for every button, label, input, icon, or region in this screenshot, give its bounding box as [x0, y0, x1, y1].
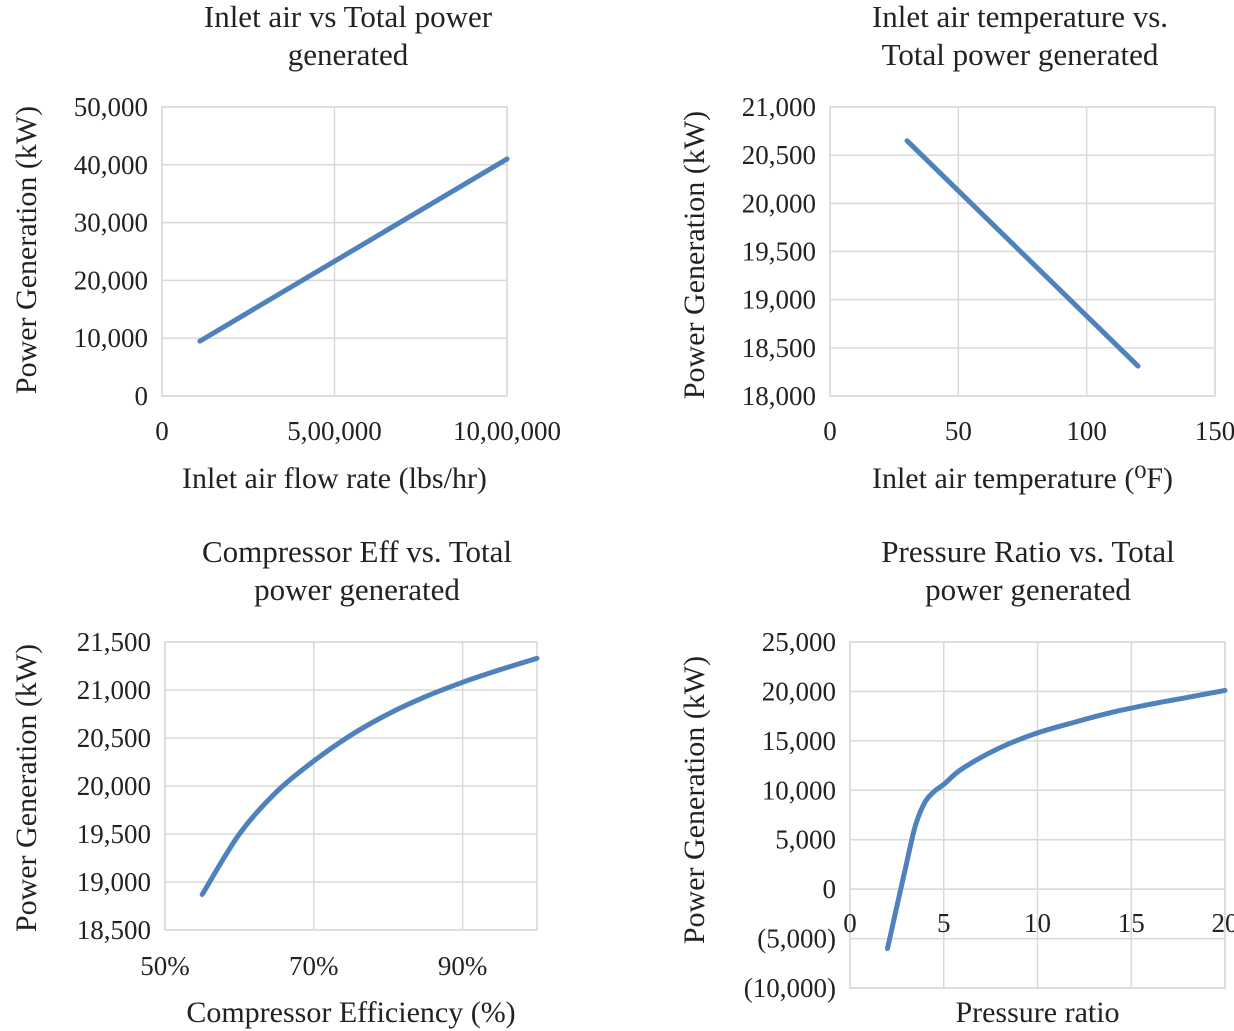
x-tick-label: 70% [289, 951, 339, 981]
chart-inlet-air-flow: 0 10,000 20,000 30,000 40,000 50,000 0 5,00,000… [10, 0, 561, 495]
series-line [197, 156, 510, 344]
chart-title: Inlet air temperature vs. [872, 0, 1168, 34]
x-tick-label: 20 [1212, 908, 1234, 938]
chart-title: power generated [925, 572, 1131, 607]
y-tick-label: 20,000 [762, 676, 836, 706]
x-axis-label: Pressure ratio [955, 996, 1119, 1029]
y-tick-label: 19,000 [77, 867, 151, 897]
y-tick-label: 10,000 [74, 323, 148, 353]
y-tick-label: 0 [823, 874, 837, 904]
y-axis-label: Power Generation (kW) [678, 111, 711, 399]
y-tick-label: 20,000 [74, 265, 148, 295]
x-tick-label: 90% [438, 951, 488, 981]
chart-title: Inlet air vs Total power [204, 0, 493, 34]
x-tick-label: 10 [1024, 908, 1051, 938]
y-tick-label: 19,500 [77, 819, 151, 849]
chart-title: Compressor Eff vs. Total [202, 534, 512, 569]
y-tick-label: (10,000) [744, 973, 836, 1003]
series-line [885, 687, 1228, 951]
y-tick-label: 20,000 [77, 771, 151, 801]
y-tick-label: 25,000 [762, 627, 836, 657]
x-axis-label: Inlet air temperature (⁰F) [872, 462, 1173, 495]
y-tick-label: 21,000 [77, 675, 151, 705]
y-tick-label: 19,500 [742, 237, 816, 267]
x-axis-label: Inlet air flow rate (lbs/hr) [182, 462, 487, 495]
y-tick-label: 5,000 [775, 825, 836, 855]
y-tick-label: 10,000 [762, 775, 836, 805]
y-tick-label: 18,000 [742, 381, 816, 411]
x-tick-label: 5 [937, 908, 951, 938]
x-tick-label: 150 [1195, 416, 1234, 446]
y-tick-label: 18,500 [742, 333, 816, 363]
x-tick-label: 100 [1066, 416, 1107, 446]
chart-compressor-efficiency: 18,500 19,000 19,500 20,000 20,500 21,000 21,5… [10, 534, 540, 1029]
y-axis-label: Power Generation (kW) [678, 656, 711, 944]
y-axis-label: Power Generation (kW) [10, 644, 43, 932]
y-tick-label: 0 [135, 381, 149, 411]
chart-inlet-air-temperature: 18,000 18,500 19,000 19,500 20,000 20,500 21,0… [678, 0, 1234, 495]
y-axis-label: Power Generation (kW) [10, 106, 43, 394]
series-line [904, 138, 1141, 369]
y-tick-label: 50,000 [74, 92, 148, 122]
series-line [199, 655, 540, 897]
x-tick-label: 10,00,000 [453, 416, 561, 446]
chart-title: power generated [254, 572, 460, 607]
x-tick-label: 0 [823, 416, 837, 446]
chart-title: Total power generated [882, 37, 1159, 72]
chart-title: Pressure Ratio vs. Total [881, 534, 1174, 569]
x-tick-label: 15 [1118, 908, 1145, 938]
y-tick-label: 21,500 [77, 627, 151, 657]
x-tick-label: 5,00,000 [287, 416, 382, 446]
x-axis-label: Compressor Efficiency (%) [186, 996, 515, 1029]
y-tick-label: 20,500 [742, 140, 816, 170]
y-tick-label: (5,000) [757, 924, 836, 954]
chart-pressure-ratio: (10,000)(5,000)05,00010,00015,00020,0002… [678, 534, 1234, 1029]
y-tick-label: 40,000 [74, 150, 148, 180]
x-tick-label: 50 [945, 416, 972, 446]
y-tick-label: 18,500 [77, 915, 151, 945]
x-tick-label: 0 [155, 416, 169, 446]
y-tick-label: 15,000 [762, 726, 836, 756]
y-tick-label: 19,000 [742, 285, 816, 315]
chart-title: generated [288, 37, 409, 72]
x-tick-label: 50% [140, 951, 190, 981]
y-tick-label: 20,500 [77, 723, 151, 753]
y-tick-label: 21,000 [742, 92, 816, 122]
y-tick-label: 30,000 [74, 208, 148, 238]
y-tick-label: 20,000 [742, 188, 816, 218]
x-tick-label: 0 [843, 908, 857, 938]
